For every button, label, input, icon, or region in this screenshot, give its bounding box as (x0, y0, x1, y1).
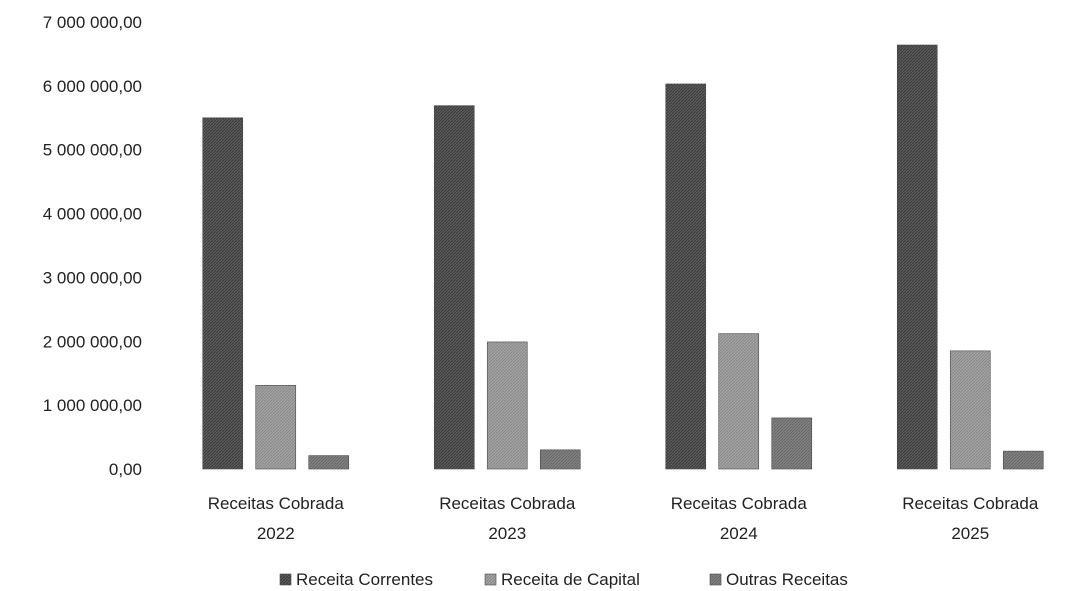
bar-outras-receitas-2024 (771, 417, 813, 470)
y-tick-label: 2 000 000,00 (43, 332, 142, 351)
x-category-label: Receitas Cobrada (671, 494, 808, 513)
legend-swatch (709, 573, 722, 586)
legend-label: Receita Correntes (296, 570, 433, 589)
bar-receita-de-capital-2024 (718, 333, 760, 470)
y-tick-label: 7 000 000,00 (43, 13, 142, 32)
bars-group (202, 44, 1044, 470)
y-tick-label: 6 000 000,00 (43, 77, 142, 96)
legend-swatch (484, 573, 497, 586)
x-category-year-label: 2024 (720, 524, 758, 543)
x-category-year-label: 2023 (488, 524, 526, 543)
bar-receita-de-capital-2022 (255, 385, 297, 470)
y-axis-tick-labels: 0,00 1 000 000,00 2 000 000,00 3 000 000,00… (43, 13, 142, 479)
bar-receita-correntes-2024 (665, 83, 707, 470)
legend-label: Receita de Capital (501, 570, 640, 589)
x-category-label: Receitas Cobrada (208, 494, 345, 513)
bar-outras-receitas-2023 (539, 449, 581, 470)
legend: Receita Correntes Receita de Capital Outra… (279, 570, 848, 589)
y-tick-label: 1 000 000,00 (43, 396, 142, 415)
bar-receita-correntes-2025 (896, 44, 938, 470)
y-tick-label: 0,00 (109, 460, 142, 479)
y-tick-label: 5 000 000,00 (43, 141, 142, 160)
x-category-year-label: 2022 (257, 524, 295, 543)
bar-receita-de-capital-2023 (486, 341, 528, 470)
legend-label: Outras Receitas (726, 570, 848, 589)
x-category-label: Receitas Cobrada (902, 494, 1039, 513)
bar-receita-de-capital-2025 (949, 350, 991, 470)
x-category-label: Receitas Cobrada (439, 494, 576, 513)
x-axis-category-labels: Receitas Cobrada 2022 Receitas Cobrada 2023… (208, 494, 1039, 543)
y-tick-label: 3 000 000,00 (43, 268, 142, 287)
y-tick-label: 4 000 000,00 (43, 205, 142, 224)
x-category-year-label: 2025 (951, 524, 989, 543)
bar-outras-receitas-2025 (1002, 450, 1044, 470)
bar-receita-correntes-2022 (202, 117, 244, 470)
bar-outras-receitas-2022 (308, 455, 350, 470)
bar-receita-correntes-2023 (433, 105, 475, 470)
legend-swatch (279, 573, 292, 586)
